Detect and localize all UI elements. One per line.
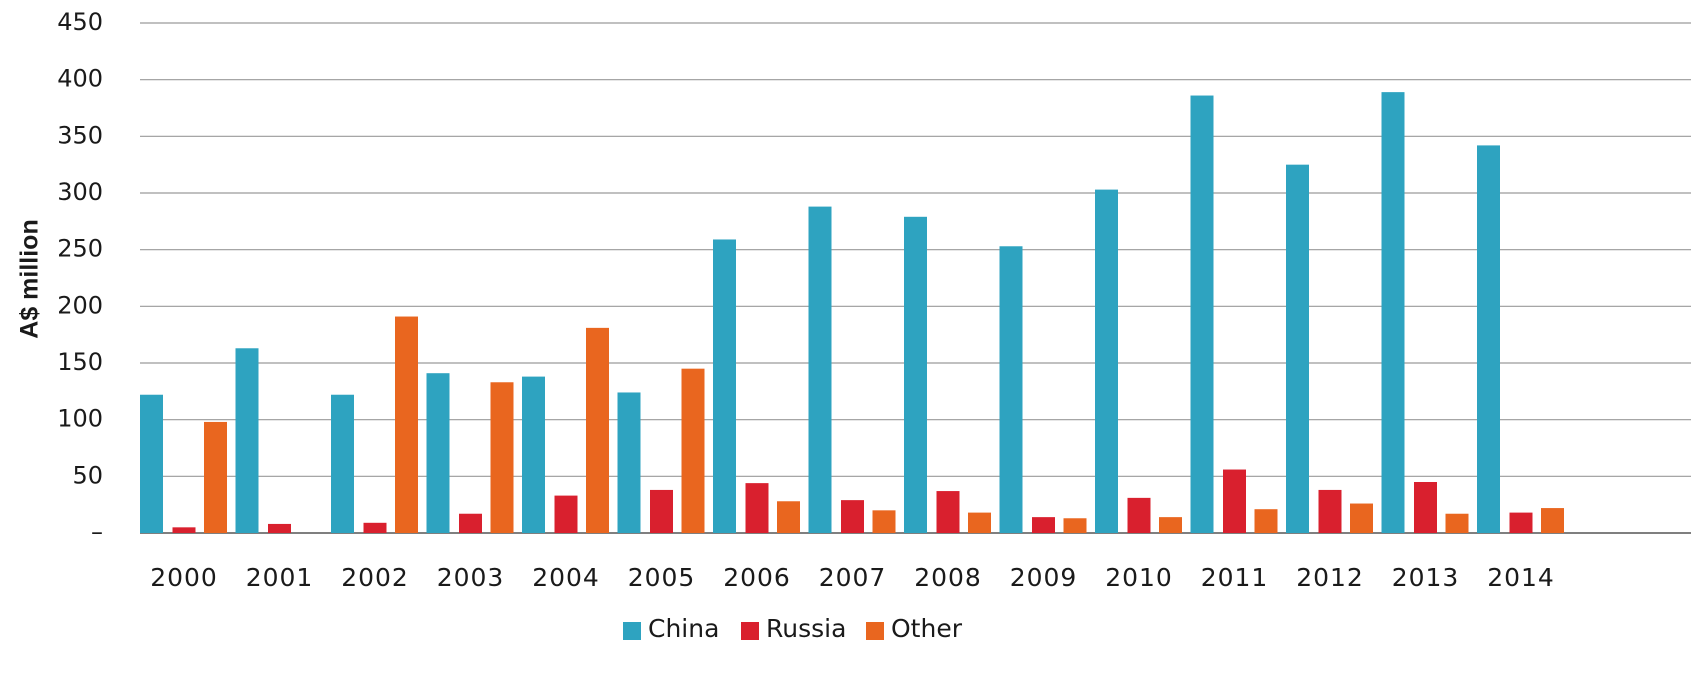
- legend: China Russia Other: [623, 614, 963, 643]
- bar-other-2012: [1350, 503, 1373, 533]
- bar-russia-2007: [841, 500, 864, 533]
- legend-label-other: Other: [891, 614, 963, 643]
- y-tick-label: 250: [57, 235, 103, 263]
- x-tick-label: 2009: [1010, 563, 1078, 592]
- bar-china-2006: [713, 239, 736, 533]
- bar-china-2000: [140, 394, 163, 533]
- bar-russia-2010: [1127, 497, 1151, 533]
- bar-other-2004: [586, 327, 609, 533]
- x-tick-label: 2012: [1296, 563, 1364, 592]
- bar-china-2004: [522, 376, 545, 533]
- bar-russia-2008: [936, 491, 960, 533]
- bar-china-2011: [1190, 95, 1214, 534]
- y-tick-label: 200: [57, 291, 103, 319]
- x-tick-label: 2013: [1392, 563, 1460, 592]
- x-tick-label: 2001: [246, 563, 314, 592]
- x-axis-ticks: 2000 2001 2002 2003 2004 2005 2006 2007 2008 2009…: [150, 563, 1555, 592]
- bar-russia-2014: [1509, 512, 1533, 533]
- bar-china-2008: [904, 216, 927, 534]
- bar-other-2006: [777, 501, 800, 533]
- y-tick-label: 350: [57, 121, 103, 149]
- bar-other-2010: [1159, 517, 1182, 533]
- bar-russia-2011: [1223, 469, 1246, 533]
- x-tick-label: 2002: [341, 563, 409, 592]
- x-tick-label: 2008: [914, 563, 982, 592]
- y-axis-ticks: – 50 100 150 200 250 300 350 400 450: [57, 8, 103, 546]
- legend-swatch-china: [623, 622, 641, 640]
- bar-russia-2009: [1032, 517, 1055, 533]
- bar-other-2007: [872, 510, 896, 533]
- x-tick-label: 2004: [532, 563, 600, 592]
- x-tick-label: 2003: [437, 563, 505, 592]
- bar-china-2005: [617, 392, 641, 533]
- bar-china-2002: [331, 394, 354, 533]
- x-tick-label: 2005: [628, 563, 696, 592]
- y-tick-label: 450: [57, 8, 103, 36]
- bar-china-2009: [999, 246, 1023, 533]
- legend-label-china: China: [648, 614, 719, 643]
- y-tick-label: 150: [57, 348, 103, 376]
- bar-russia-2006: [745, 483, 769, 533]
- x-tick-label: 2007: [819, 563, 887, 592]
- bar-china-2003: [426, 373, 450, 533]
- legend-swatch-other: [866, 622, 884, 640]
- bar-russia-2004: [554, 495, 578, 533]
- bar-russia-2013: [1414, 482, 1437, 533]
- bar-other-2014: [1541, 508, 1564, 533]
- x-tick-label: 2011: [1201, 563, 1269, 592]
- bar-other-2013: [1445, 513, 1469, 533]
- y-tick-label: 300: [57, 178, 103, 206]
- bar-russia-2012: [1318, 489, 1342, 533]
- y-axis-label: A$ million: [16, 219, 44, 338]
- bar-russia-2002: [363, 522, 387, 533]
- bar-other-2009: [1063, 518, 1087, 533]
- bar-other-2011: [1254, 509, 1278, 533]
- bar-russia-2000: [172, 527, 196, 533]
- bar-china-2010: [1095, 189, 1118, 533]
- y-tick-label: 400: [57, 65, 103, 93]
- legend-swatch-russia: [741, 622, 759, 640]
- bar-china-2001: [235, 348, 259, 533]
- x-tick-label: 2014: [1487, 563, 1555, 592]
- y-tick-label: 50: [72, 461, 103, 489]
- legend-label-russia: Russia: [766, 614, 846, 643]
- bar-china-2012: [1286, 164, 1309, 533]
- bar-china-2007: [808, 206, 832, 533]
- x-tick-label: 2000: [150, 563, 218, 592]
- x-tick-label: 2010: [1105, 563, 1173, 592]
- bar-china-2014: [1477, 145, 1500, 533]
- bars: [140, 92, 1564, 534]
- bar-other-2005: [681, 368, 705, 533]
- y-tick-label: –: [91, 518, 103, 546]
- bar-russia-2001: [268, 523, 291, 533]
- bar-other-2000: [204, 421, 227, 533]
- x-tick-label: 2006: [723, 563, 791, 592]
- y-tick-label: 100: [57, 405, 103, 433]
- bar-other-2002: [395, 316, 418, 533]
- bar-other-2003: [490, 382, 514, 533]
- bar-russia-2003: [459, 513, 482, 533]
- bar-china-2013: [1381, 92, 1405, 533]
- bar-russia-2005: [650, 489, 673, 533]
- bar-other-2008: [968, 512, 991, 533]
